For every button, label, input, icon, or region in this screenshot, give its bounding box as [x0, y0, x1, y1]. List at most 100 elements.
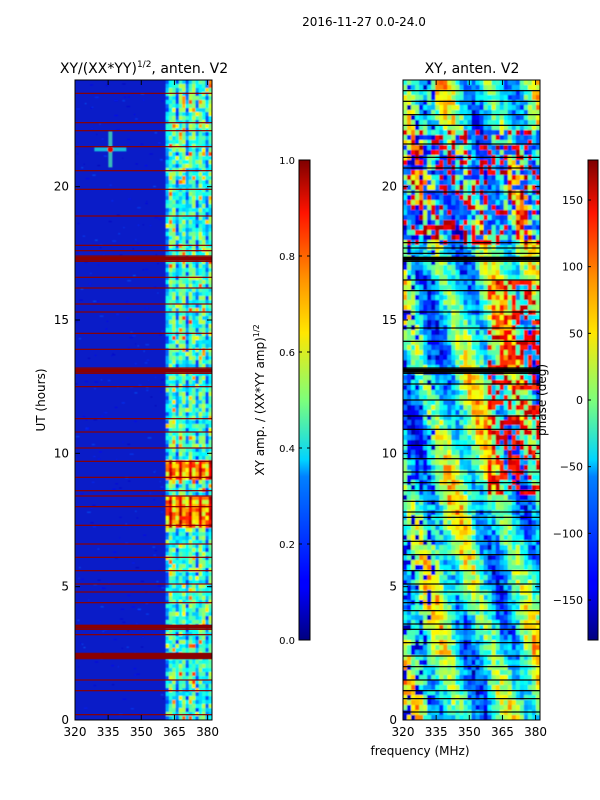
heat-cell [178, 424, 183, 429]
heat-cell [491, 360, 497, 366]
heat-cell [423, 115, 428, 121]
heat-cell [172, 532, 177, 537]
y-tick-label: 10 [54, 446, 69, 460]
heat-cell [192, 560, 196, 565]
heat-cell [198, 328, 203, 333]
heat-cell [531, 395, 537, 401]
heat-cell [535, 135, 540, 141]
rfi-spike-core [107, 146, 114, 153]
heat-cell [195, 392, 200, 397]
heat-cell [195, 340, 200, 345]
heat-cell [192, 424, 196, 429]
heat-cell [192, 556, 196, 561]
heat-cell [515, 80, 521, 86]
heat-cell [91, 444, 95, 446]
heat-cell [419, 190, 424, 196]
heat-cell [515, 420, 521, 426]
heat-cell [185, 228, 190, 233]
heat-cell [165, 392, 170, 397]
heat-cell [172, 628, 177, 633]
heat-cell [483, 390, 489, 396]
heat-cell [192, 524, 196, 529]
heat-cell [182, 380, 186, 385]
heat-cell [519, 230, 525, 236]
heat-cell [178, 320, 183, 325]
heat-cell [82, 415, 86, 417]
heat-cell [133, 668, 137, 670]
heat-cell [182, 216, 186, 221]
heat-cell [175, 376, 180, 381]
heat-cell [84, 103, 87, 105]
heat-cell [208, 628, 212, 633]
heat-cell [182, 400, 186, 405]
heat-cell [178, 324, 183, 329]
heat-cell [195, 192, 200, 197]
heat-cell [415, 130, 420, 136]
heat-cell [168, 492, 173, 497]
heat-cell [511, 350, 517, 356]
heat-cell [178, 508, 183, 513]
heat-cell [495, 355, 501, 361]
heat-cell [127, 630, 130, 632]
heat-cell [435, 315, 440, 321]
heat-cell [192, 216, 196, 221]
heat-cell [165, 608, 170, 613]
heat-cell [168, 108, 173, 113]
heat-cell [463, 330, 468, 336]
heat-cell [495, 425, 501, 431]
heat-cell [195, 440, 200, 445]
heat-cell [423, 350, 428, 356]
heat-cell [188, 140, 193, 145]
heat-cell [515, 130, 521, 136]
heat-cell [463, 355, 468, 361]
heat-cell [515, 350, 521, 356]
heat-cell [511, 150, 517, 156]
heat-cell [165, 544, 170, 549]
heat-cell [198, 508, 203, 513]
heat-cell [205, 276, 210, 281]
heat-cell [431, 305, 436, 311]
heat-cell [188, 452, 193, 457]
heat-cell [208, 396, 212, 401]
heat-cell [483, 330, 489, 336]
heat-cell [195, 152, 200, 157]
heat-cell [535, 200, 540, 206]
heat-cell [487, 305, 493, 311]
heat-cell [198, 100, 203, 105]
heat-cell [168, 508, 173, 513]
heat-cell [491, 305, 497, 311]
heat-cell [168, 176, 173, 181]
heat-cell [178, 556, 183, 561]
heat-cell [172, 672, 177, 677]
heat-cell [411, 295, 416, 301]
heat-cell [118, 233, 121, 235]
heat-cell [487, 425, 493, 431]
heat-cell [172, 356, 177, 361]
heat-cell [507, 180, 513, 186]
heat-cell [202, 152, 206, 157]
heat-cell [487, 390, 493, 396]
heat-cell [202, 528, 206, 533]
heat-cell [535, 330, 540, 336]
heat-cell [208, 448, 212, 453]
heat-cell [165, 364, 170, 369]
gap-line [75, 583, 212, 585]
heat-cell [411, 215, 416, 221]
heat-cell [178, 404, 183, 409]
heat-cell [127, 280, 131, 282]
heat-cell [178, 548, 183, 553]
heat-cell [208, 272, 212, 277]
heat-cell [467, 85, 472, 91]
heat-cell [125, 542, 129, 544]
heat-cell [439, 235, 444, 241]
heat-cell [483, 160, 489, 166]
heat-cell [178, 640, 183, 645]
heat-cell [479, 345, 485, 351]
heat-cell [175, 464, 180, 469]
heat-cell [208, 496, 212, 501]
heat-cell [172, 464, 177, 469]
heat-cell [188, 520, 193, 525]
heat-cell [503, 375, 509, 381]
heat-cell [130, 708, 135, 710]
heat-cell [182, 236, 186, 241]
